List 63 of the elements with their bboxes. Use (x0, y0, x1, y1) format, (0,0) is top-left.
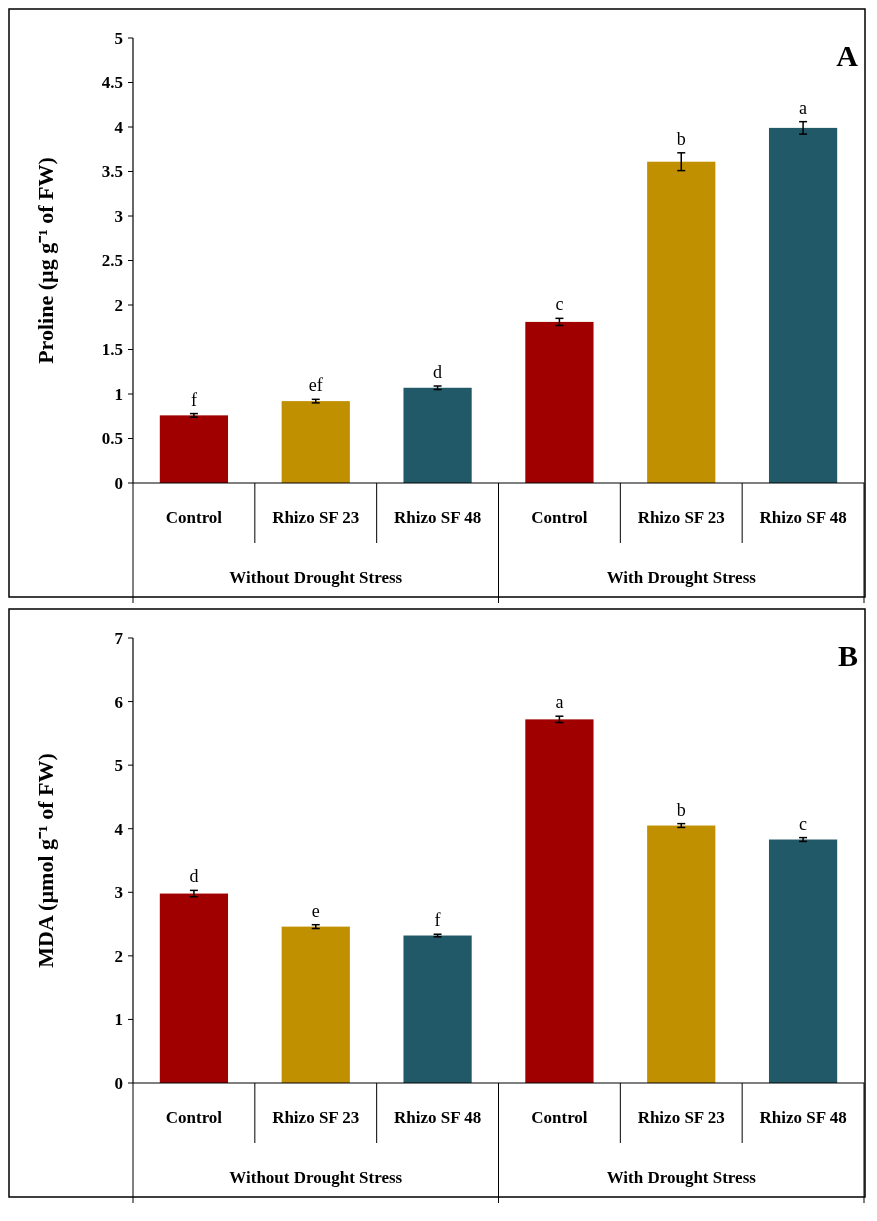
y-axis-title: Proline (µg g⁻¹ of FW) (33, 157, 58, 364)
y-axis-title: MDA (µmol g⁻¹ of FW) (33, 753, 58, 968)
y-tick-label: 1 (114, 1010, 123, 1030)
y-tick-label: 5 (114, 756, 123, 776)
bar (281, 401, 350, 483)
x-tick-label: Rhizo SF 48 (759, 508, 847, 527)
bar (647, 161, 716, 483)
y-tick-label: 1 (114, 384, 123, 404)
data-label: a (555, 692, 564, 713)
x-tick-label: Rhizo SF 23 (637, 1108, 725, 1127)
data-label: c (799, 813, 808, 834)
y-tick-label: 2.5 (101, 251, 123, 271)
y-tick-label: 6 (114, 692, 123, 712)
y-tick-label: 4 (114, 117, 124, 137)
y-tick-label: 1.5 (101, 340, 123, 360)
y-tick-label: 7 (114, 628, 124, 648)
data-label: b (676, 799, 686, 820)
text: Without Drought Stress (229, 1168, 403, 1187)
bar (768, 127, 838, 483)
y-tick-label: 0.5 (101, 429, 123, 449)
y-tick-label: 3 (114, 883, 123, 903)
data-label: ef (308, 375, 323, 396)
bar (159, 415, 229, 483)
bar (525, 321, 594, 483)
y-tick-label: 0 (114, 1073, 123, 1093)
y-tick-label: 4 (114, 819, 124, 839)
bar (525, 719, 594, 1083)
x-tick-label: Control (165, 508, 223, 527)
x-tick-label: Rhizo SF 23 (637, 508, 725, 527)
data-label: f (434, 910, 441, 931)
x-tick-label: Control (531, 1108, 588, 1127)
y-tick-label: 2 (114, 946, 123, 966)
data-label: d (189, 866, 199, 887)
data-label: e (311, 900, 320, 921)
bar (768, 839, 838, 1083)
bar (159, 893, 229, 1083)
x-tick-label: Rhizo SF 48 (393, 1108, 482, 1127)
chart-title: A (836, 39, 859, 72)
bar (403, 387, 472, 483)
data-label: d (433, 361, 443, 382)
chart-title: B (837, 639, 858, 672)
text: Without Drought Stress (229, 568, 403, 587)
y-tick-label: 3 (114, 206, 123, 226)
y-tick-label: 3.5 (101, 162, 123, 182)
text: With Drought Stress (606, 568, 757, 587)
x-tick-label: Rhizo SF 48 (759, 1108, 847, 1127)
x-tick-label: Rhizo SF 23 (272, 508, 360, 527)
data-label: c (555, 294, 564, 315)
y-tick-label: 5 (114, 28, 123, 48)
text: With Drought Stress (606, 1168, 757, 1187)
x-tick-label: Control (165, 1108, 223, 1127)
y-tick-label: 0 (114, 473, 123, 493)
data-label: b (676, 128, 686, 149)
bar (403, 935, 472, 1083)
y-tick-label: 4.5 (101, 73, 123, 93)
bar (281, 926, 350, 1083)
x-tick-label: Control (531, 508, 588, 527)
bar (647, 825, 716, 1083)
y-tick-label: 2 (114, 295, 123, 315)
data-label: a (799, 97, 808, 118)
data-label: f (190, 389, 197, 410)
x-tick-label: Rhizo SF 23 (272, 1108, 360, 1127)
x-tick-label: Rhizo SF 48 (393, 508, 482, 527)
